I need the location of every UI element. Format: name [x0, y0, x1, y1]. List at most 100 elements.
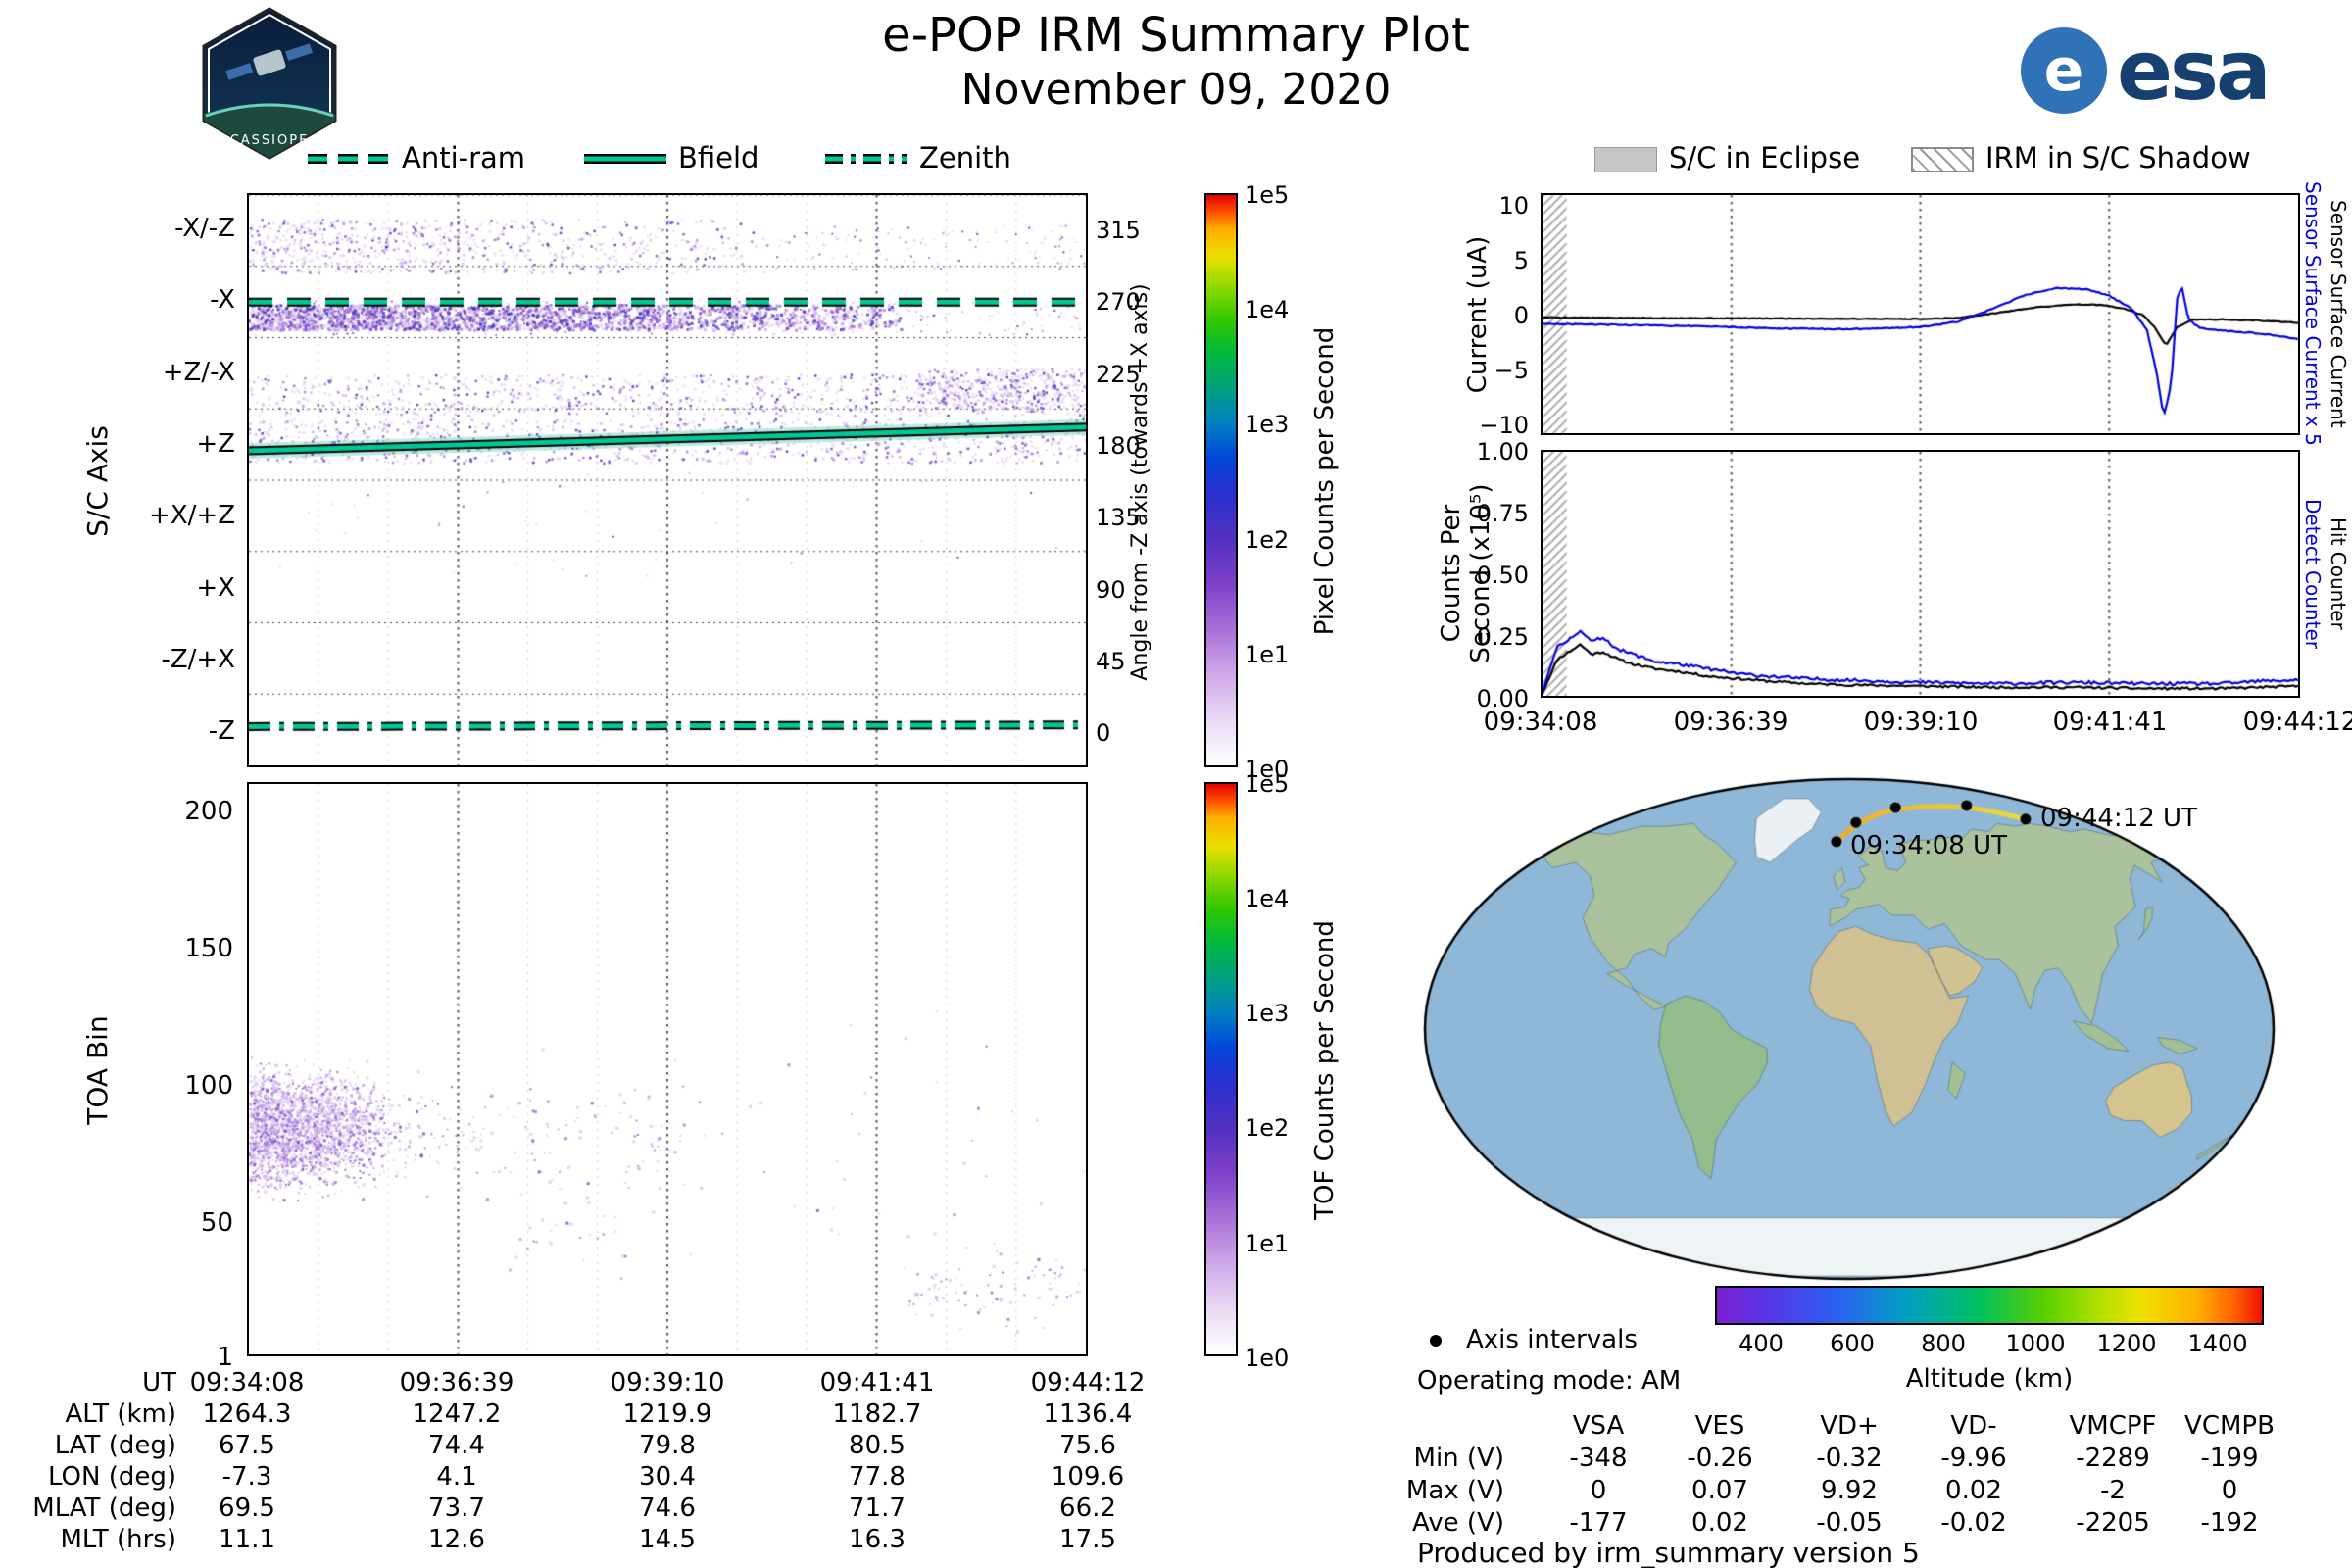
zenith-line-swatch [825, 154, 907, 164]
ephemeris-cell: 66.2 [1059, 1494, 1116, 1523]
colorbar-tick: 1e3 [1245, 411, 1290, 438]
ephemeris-cell: 12.6 [428, 1525, 485, 1554]
voltage-cell: -2 [2100, 1476, 2126, 1505]
angle-tick: 270 [1096, 288, 1141, 316]
eclipse-swatch [1594, 147, 1657, 172]
cassiope-mission-patch-icon: CASSIOPE [202, 7, 337, 160]
ephemeris-cell: 09:44:12 [1030, 1368, 1146, 1397]
counts-right-label-black: Hit Counter [2327, 516, 2350, 630]
colorbar-tick: 1e2 [1245, 526, 1290, 554]
ephemeris-cell: 74.6 [639, 1494, 696, 1523]
ephemeris-cell: 17.5 [1059, 1525, 1116, 1554]
angle-tick: 45 [1096, 648, 1126, 675]
angle-tick: 225 [1096, 361, 1141, 388]
angle-tick: 315 [1096, 217, 1141, 244]
toa-ytick: 150 [184, 934, 233, 963]
toa-ytick: 200 [184, 797, 233, 826]
voltage-cell: 0.07 [1691, 1476, 1748, 1505]
voltage-cell: -348 [1569, 1444, 1628, 1473]
angle-tick: 90 [1096, 576, 1126, 604]
ephemeris-row-label: MLAT (deg) [32, 1494, 176, 1523]
current-ytick: 10 [1498, 192, 1529, 220]
esa-logo: e esa [2021, 23, 2272, 119]
colorbar-tick: 1e5 [1245, 181, 1290, 209]
time-xtick: 09:39:10 [1863, 708, 1979, 737]
legend-bfield-label: Bfield [678, 141, 760, 174]
voltage-cell: -0.05 [1816, 1508, 1883, 1538]
ephemeris-cell: 80.5 [849, 1431, 906, 1460]
ephemeris-cell: 1247.2 [412, 1399, 502, 1429]
axis-interval-dot-icon [1430, 1335, 1442, 1347]
voltage-cell: 0 [1590, 1476, 1607, 1505]
esa-logo-globe-icon: e [2021, 27, 2107, 114]
ephemeris-row-label: LON (deg) [47, 1462, 176, 1492]
ephemeris-cell: 109.6 [1051, 1462, 1125, 1492]
track-start-label: 09:34:08 UT [1850, 831, 2007, 860]
counts-ytick: 0.00 [1476, 685, 1529, 712]
toa-ytick: 1 [217, 1343, 233, 1372]
time-xtick: 09:44:12 [2242, 708, 2352, 737]
voltage-row-label: Min (V) [1413, 1444, 1504, 1473]
pixel-counts-colorbar [1204, 193, 1238, 767]
band-label: -Z/+X [161, 645, 235, 674]
ephemeris-cell: 09:41:41 [819, 1368, 935, 1397]
colorbar-tick: 1e1 [1245, 641, 1290, 668]
voltage-cell: -177 [1569, 1508, 1628, 1538]
voltage-header: VSA [1572, 1411, 1625, 1441]
colorbar-tick: 1e5 [1245, 770, 1290, 798]
operating-mode-label: Operating mode: AM [1417, 1366, 1682, 1396]
current-panel [1541, 193, 2300, 435]
ephemeris-cell: 69.5 [219, 1494, 275, 1523]
colorbar-tick: 1e4 [1245, 885, 1290, 912]
counts-ytick: 0.25 [1476, 623, 1529, 651]
band-label: -Z [208, 716, 235, 746]
angle-tick: 0 [1096, 719, 1111, 747]
legend-anti-ram-label: Anti-ram [402, 141, 526, 174]
world-map-canvas [1417, 773, 2281, 1285]
sc-axis-panel [247, 193, 1088, 767]
shadow-hatch-swatch [1911, 147, 1974, 172]
colorbar-tick: 1e0 [1245, 1345, 1290, 1372]
voltage-cell: -9.96 [1940, 1444, 2007, 1473]
colorbar-tick: 1e2 [1245, 1114, 1290, 1142]
toa-ytick: 50 [200, 1208, 233, 1238]
voltage-cell: -2205 [2076, 1508, 2150, 1538]
voltage-cell: -2289 [2076, 1444, 2150, 1473]
angle-tick: 180 [1096, 432, 1141, 460]
axis-intervals-label: Axis intervals [1466, 1325, 1638, 1354]
time-xtick: 09:36:39 [1673, 708, 1788, 737]
time-xtick: 09:41:41 [2052, 708, 2168, 737]
current-ytick: −10 [1479, 412, 1529, 439]
colorbar-tick: 1e0 [1245, 756, 1290, 783]
band-label: -X/-Z [174, 214, 235, 243]
tof-counts-colorbar-label: TOF Counts per Second [1310, 920, 1340, 1220]
band-label: -X [210, 285, 235, 315]
esa-logo-text: esa [2117, 23, 2272, 119]
eclipse-legend-label: S/C in Eclipse [1669, 141, 1861, 174]
ephemeris-cell: 79.8 [639, 1431, 696, 1460]
altitude-tick: 1000 [2005, 1330, 2066, 1357]
ephemeris-cell: 1264.3 [202, 1399, 292, 1429]
shadow-legend-label: IRM in S/C Shadow [1985, 141, 2251, 174]
voltage-header: VD- [1950, 1411, 1997, 1441]
altitude-tick: 600 [1830, 1330, 1875, 1357]
counts-panel [1541, 450, 2300, 698]
angle-axis-label: Angle from -Z axis (towards +X axis) [1128, 283, 1152, 681]
pixel-counts-colorbar-label: Pixel Counts per Second [1310, 326, 1340, 636]
svg-text:CASSIOPE: CASSIOPE [230, 133, 310, 148]
ephemeris-cell: 30.4 [639, 1462, 696, 1492]
voltage-cell: -0.32 [1816, 1444, 1883, 1473]
altitude-colorbar [1715, 1286, 2264, 1325]
voltage-cell: 0.02 [1691, 1508, 1748, 1538]
voltage-cell: -0.26 [1687, 1444, 1753, 1473]
current-ytick: 0 [1513, 302, 1529, 329]
ephemeris-cell: 4.1 [436, 1462, 477, 1492]
altitude-colorbar-label: Altitude (km) [1905, 1364, 2074, 1394]
voltage-cell: 9.92 [1821, 1476, 1878, 1505]
sc-axis-canvas [249, 195, 1086, 765]
page-date: November 09, 2020 [960, 65, 1392, 115]
band-label: +Z [196, 429, 235, 459]
band-label: +X [196, 573, 235, 603]
counts-ytick: 1.00 [1476, 438, 1529, 466]
